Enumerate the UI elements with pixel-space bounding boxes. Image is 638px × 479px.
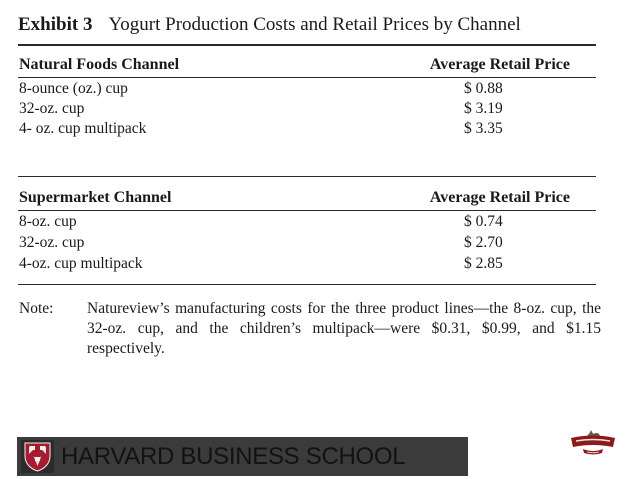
item-name: 8-ounce (oz.) cup — [19, 80, 128, 97]
harvard-veritas-shield-icon — [21, 440, 54, 473]
exhibit-heading: Exhibit 3 Yogurt Production Costs and Ret… — [18, 10, 596, 40]
exhibit-label: Exhibit 3 — [18, 14, 93, 35]
item-name: 4-oz. cup multipack — [19, 255, 143, 272]
title-rule — [18, 44, 596, 46]
item-name: 32-oz. cup — [19, 234, 85, 251]
item-price: $ 3.19 — [464, 100, 503, 117]
natural-foods-bottom-rule — [18, 176, 596, 177]
item-price: $ 0.74 — [464, 213, 503, 230]
natural-foods-channel-label: Natural Foods Channel — [19, 56, 180, 73]
item-price: $ 2.85 — [464, 255, 503, 272]
table-row: 8-ounce (oz.) cup $ 0.88 — [18, 79, 596, 98]
natureview-farm-logo-icon — [571, 430, 615, 455]
note-label: Note: — [19, 300, 54, 317]
supermarket-header-rule — [18, 210, 596, 211]
supermarket-price-header: Average Retail Price — [429, 189, 570, 206]
table-row: 32-oz. cup $ 2.70 — [18, 233, 596, 252]
supermarket-channel-label: Supermarket Channel — [19, 189, 172, 206]
item-name: 32-oz. cup — [19, 100, 85, 117]
table-row: 4- oz. cup multipack $ 3.35 — [18, 119, 596, 138]
note-text: Natureview’s manufacturing costs for the… — [87, 300, 601, 357]
table-row: 32-oz. cup $ 3.19 — [18, 99, 596, 118]
item-name: 8-oz. cup — [19, 213, 77, 230]
natural-foods-header: Natural Foods Channel Average Retail Pri… — [18, 54, 596, 76]
supermarket-bottom-rule — [18, 284, 596, 285]
supermarket-header: Supermarket Channel Average Retail Price — [18, 187, 596, 209]
item-price: $ 2.70 — [464, 234, 503, 251]
item-price: $ 0.88 — [464, 80, 503, 97]
table-row: 8-oz. cup $ 0.74 — [18, 212, 596, 231]
natural-foods-header-rule — [18, 77, 596, 78]
natural-foods-price-header: Average Retail Price — [429, 56, 570, 73]
item-price: $ 3.35 — [464, 120, 503, 137]
exhibit-title: Yogurt Production Costs and Retail Price… — [108, 14, 521, 35]
table-row: 4-oz. cup multipack $ 2.85 — [18, 254, 596, 273]
item-name: 4- oz. cup multipack — [19, 120, 147, 137]
harvard-business-school-banner: HARVARD BUSINESS SCHOOL — [17, 437, 468, 476]
school-name: HARVARD BUSINESS SCHOOL — [61, 443, 406, 470]
